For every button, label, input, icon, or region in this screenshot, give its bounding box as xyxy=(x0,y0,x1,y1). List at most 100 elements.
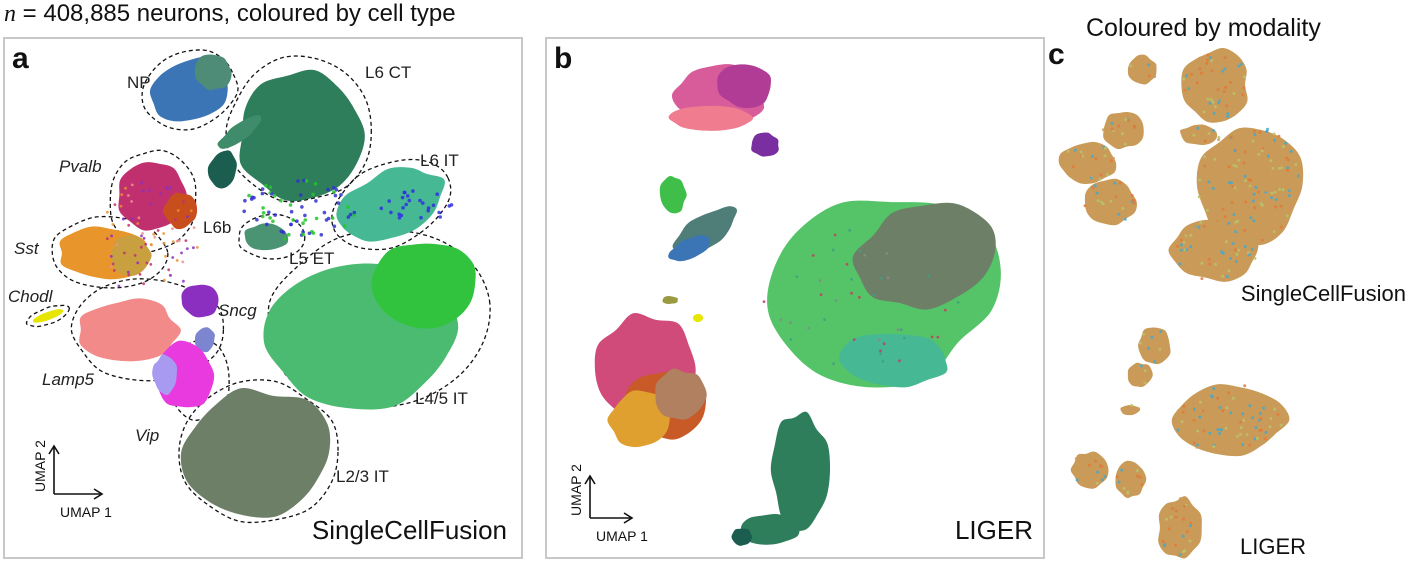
l5et-scatter-dot xyxy=(267,210,271,215)
l5et-scatter-dot xyxy=(319,233,324,237)
inhibitory-scatter-dot xyxy=(130,200,134,203)
b-scatter-dot xyxy=(858,296,861,299)
l5et-scatter-dot xyxy=(314,216,319,221)
c-top-modality-dot xyxy=(1250,247,1254,251)
inhibitory-scatter-dot xyxy=(142,282,146,286)
c-top-modality-dot xyxy=(1287,189,1291,193)
b-scatter-dot xyxy=(832,362,835,366)
panel-b-x-arrowhead xyxy=(623,512,634,524)
inhibitory-scatter-dot xyxy=(130,183,134,187)
inhibitory-scatter-dot xyxy=(175,239,179,243)
inhibitory-scatter-dot xyxy=(130,217,134,221)
c-top-modality-dot xyxy=(1221,207,1225,211)
c-top-modality-dot xyxy=(1273,205,1277,209)
c-top-modality-dot xyxy=(1232,213,1236,217)
l5et-scatter-dot xyxy=(301,232,306,237)
c-bottom-modality-dot xyxy=(1208,431,1212,435)
c-top-modality-dot xyxy=(1130,194,1134,197)
c-bottom-cluster-0 xyxy=(1138,327,1171,365)
c-top-modality-dot xyxy=(1243,174,1247,178)
c-top-modality-dot xyxy=(1127,119,1131,122)
b-scatter-dot xyxy=(896,328,900,332)
l6it-blue-dot xyxy=(437,210,441,215)
c-top-modality-dot xyxy=(1236,219,1240,223)
c-bottom-modality-dot xyxy=(1076,462,1080,466)
c-top-modality-dot xyxy=(1224,85,1228,89)
c-top-modality-dot xyxy=(1190,72,1194,76)
l5et-scatter-dot xyxy=(303,213,307,218)
inhibitory-scatter-dot xyxy=(127,223,131,227)
c-top-modality-dot xyxy=(1094,157,1098,161)
inhibitory-scatter-dot xyxy=(113,203,117,207)
c-top-modality-dot xyxy=(1207,180,1211,184)
c-top-modality-dot xyxy=(1223,56,1227,60)
cluster-label-l2-3-it: L2/3 IT xyxy=(336,467,389,486)
c-bottom-modality-dot xyxy=(1182,404,1186,408)
c-top-modality-dot xyxy=(1211,100,1215,104)
c-top-modality-dot xyxy=(1124,118,1128,122)
l5et-cluster xyxy=(244,223,289,251)
inhibitory-scatter-dot xyxy=(186,215,189,219)
c-top-modality-dot xyxy=(1213,150,1217,153)
c-bottom-modality-dot xyxy=(1264,437,1268,441)
inhibitory-scatter-dot xyxy=(140,234,143,238)
inhibitory-scatter-dot xyxy=(167,268,171,272)
c-top-modality-dot xyxy=(1066,149,1070,153)
l5et-scatter-dot xyxy=(295,219,299,223)
c-top-modality-dot xyxy=(1183,235,1187,239)
c-top-modality-dot xyxy=(1224,150,1227,154)
c-top-modality-dot xyxy=(1214,165,1218,169)
c-bottom-modality-dot xyxy=(1163,543,1167,547)
l6it-blue-dot xyxy=(401,206,405,210)
c-top-modality-dot xyxy=(1118,181,1122,185)
l6it-blue-dot xyxy=(397,216,402,220)
inhibitory-scatter-dot xyxy=(124,186,127,190)
c-bottom-modality-dot xyxy=(1264,431,1268,434)
l5et-scatter-dot xyxy=(313,182,318,186)
c-bottom-modality-dot xyxy=(1182,517,1185,521)
l6it-outline xyxy=(331,158,452,251)
c-top-modality-dot xyxy=(1129,64,1133,68)
panel-a-method-label: SingleCellFusion xyxy=(312,515,507,545)
l5et-scatter-dot xyxy=(291,218,295,222)
c-bottom-modality-dot xyxy=(1185,530,1189,534)
figure-title: n = 408,885 neurons, coloured by cell ty… xyxy=(4,0,456,28)
c-top-modality-dot xyxy=(1211,129,1215,132)
c-top-modality-dot xyxy=(1150,75,1154,79)
l5et-scatter-dot xyxy=(273,213,278,217)
l5et-scatter-dot xyxy=(296,179,300,183)
c-top-modality-dot xyxy=(1237,248,1241,252)
c-top-modality-dot xyxy=(1234,259,1238,263)
c-top-modality-dot xyxy=(1222,190,1226,194)
c-top-modality-dot xyxy=(1192,133,1196,137)
c-bottom-modality-dot xyxy=(1171,507,1175,510)
l5et-scatter-dot xyxy=(242,209,246,214)
l5et-scatter-dot xyxy=(303,218,308,222)
c-bottom-modality-dot xyxy=(1239,420,1243,424)
c-top-modality-dot xyxy=(1274,228,1278,232)
c-top-modality-dot xyxy=(1217,138,1221,142)
c-bottom-modality-dot xyxy=(1181,410,1185,414)
c-top-modality-dot xyxy=(1228,101,1232,105)
c-bottom-modality-dot xyxy=(1224,426,1228,430)
c-top-modality-dot xyxy=(1231,242,1235,245)
c-bottom-modality-dot xyxy=(1202,429,1206,433)
c-bottom-modality-dot xyxy=(1255,436,1259,440)
l5et-scatter-dot xyxy=(333,193,338,198)
l5et-scatter-dot xyxy=(301,221,305,225)
c-top-modality-dot xyxy=(1203,155,1207,159)
c-top-modality-dot xyxy=(1183,88,1187,92)
c-top-modality-dot xyxy=(1277,166,1281,170)
c-bottom-modality-dot xyxy=(1259,417,1263,421)
panel-a-umap: UMAP 1 UMAP 2 xyxy=(25,49,491,524)
c-top-modality-dot xyxy=(1090,154,1094,158)
c-top-modality-dot xyxy=(1093,184,1097,188)
c-top-modality-dot xyxy=(1179,238,1183,242)
c-top-modality-dot xyxy=(1109,199,1113,203)
c-top-modality-dot xyxy=(1237,64,1241,68)
c-bottom-modality-dot xyxy=(1199,434,1202,438)
c-top-modality-dot xyxy=(1281,145,1285,148)
inhibitory-scatter-dot xyxy=(120,193,124,197)
c-top-modality-dot xyxy=(1264,193,1268,197)
panel-b-x-axis-label: UMAP 1 xyxy=(596,528,648,544)
